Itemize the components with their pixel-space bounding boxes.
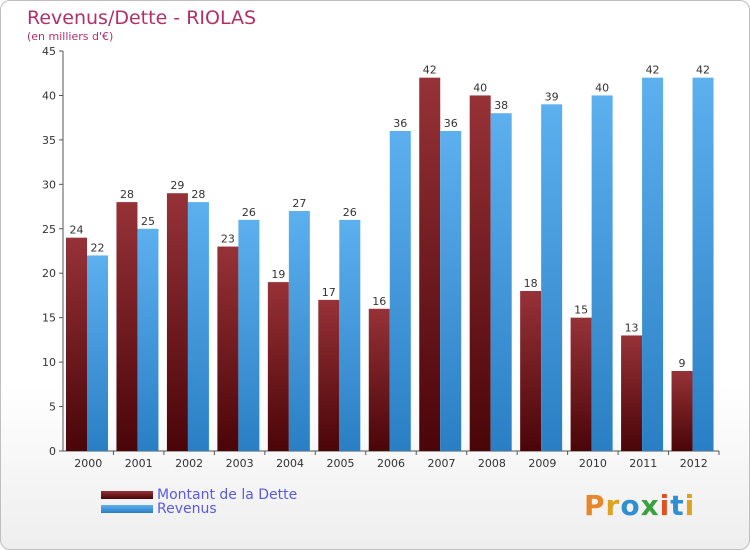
data-label-debt: 16 [372, 295, 386, 308]
chart-title: Revenus/Dette - RIOLAS [27, 7, 257, 29]
data-label-revenus: 40 [595, 81, 609, 94]
x-tick-label: 2007 [427, 457, 455, 470]
x-tick-label: 2009 [528, 457, 556, 470]
y-tick-label: 10 [42, 356, 56, 369]
x-tick-label: 2005 [327, 457, 355, 470]
data-label-revenus: 25 [141, 215, 155, 228]
data-label-revenus: 22 [91, 241, 105, 254]
bar-debt [368, 308, 390, 451]
x-tick-label: 2000 [74, 457, 102, 470]
x-tick-label: 2004 [276, 457, 304, 470]
logo-letter: o [620, 489, 641, 522]
bar-debt [570, 317, 592, 451]
bar-debt [318, 299, 340, 451]
bar-revenus [591, 95, 613, 451]
y-tick-label: 0 [49, 445, 56, 458]
data-label-revenus: 26 [343, 206, 357, 219]
y-tick-label: 30 [42, 178, 56, 191]
bar-revenus [288, 211, 310, 451]
bar-debt [217, 246, 239, 451]
data-label-revenus: 42 [646, 64, 660, 77]
bar-revenus [187, 202, 209, 451]
bar-debt [520, 291, 542, 451]
y-tick-label: 35 [42, 134, 56, 147]
legend-swatch-debt [101, 491, 153, 499]
bar-revenus [692, 77, 714, 452]
bar-revenus [87, 255, 108, 451]
y-tick-label: 45 [42, 45, 56, 58]
x-tick-label: 2011 [629, 457, 657, 470]
data-label-debt: 23 [221, 233, 235, 246]
y-tick-label: 20 [42, 267, 56, 280]
bar-revenus [440, 131, 462, 451]
proxiti-logo: Proxiti [584, 489, 695, 522]
y-tick-label: 40 [42, 89, 56, 102]
data-label-revenus: 38 [494, 99, 508, 112]
logo-letter: P [584, 489, 606, 522]
x-tick-label: 2008 [478, 457, 506, 470]
bar-debt [469, 95, 491, 451]
bar-debt [166, 193, 188, 451]
legend-item-revenus: Revenus [101, 501, 217, 517]
bar-revenus [490, 113, 512, 451]
bar-debt [419, 77, 441, 452]
bar-debt [621, 335, 643, 451]
y-tick-label: 15 [42, 312, 56, 325]
data-label-revenus: 42 [696, 64, 710, 77]
bar-revenus [339, 219, 361, 451]
bar-debt [66, 237, 87, 451]
x-tick-label: 2006 [377, 457, 405, 470]
data-label-debt: 13 [625, 321, 639, 334]
legend-item-debt: Montant de la Dette [101, 487, 297, 503]
logo-letter: t [670, 489, 685, 522]
data-label-debt: 18 [524, 277, 538, 290]
data-label-debt: 40 [473, 81, 487, 94]
data-label-revenus: 36 [444, 117, 458, 130]
data-label-revenus: 36 [393, 117, 407, 130]
data-label-debt: 42 [423, 64, 437, 77]
data-label-debt: 24 [70, 224, 84, 237]
data-label-revenus: 26 [242, 206, 256, 219]
legend-swatch-revenus [101, 505, 153, 513]
x-tick-label: 2003 [226, 457, 254, 470]
data-label-revenus: 28 [191, 188, 205, 201]
data-label-revenus: 39 [545, 90, 559, 103]
data-label-debt: 19 [271, 268, 285, 281]
chart-subtitle: (en milliers d'€) [27, 30, 114, 43]
bars [66, 77, 714, 452]
legend-label-debt: Montant de la Dette [157, 487, 298, 503]
logo-letter: i [659, 489, 671, 522]
data-label-revenus: 27 [292, 197, 306, 210]
bar-debt [671, 371, 693, 451]
bar-revenus [642, 77, 664, 452]
y-tick-label: 25 [42, 223, 56, 236]
logo-letter: x [640, 489, 660, 522]
x-tick-label: 2001 [125, 457, 153, 470]
data-label-debt: 15 [574, 304, 588, 317]
bar-debt [267, 282, 289, 451]
logo-letter: i [684, 489, 696, 522]
bar-revenus [238, 219, 260, 451]
data-label-debt: 29 [170, 179, 184, 192]
bar-debt [116, 202, 138, 451]
data-label-debt: 17 [322, 286, 336, 299]
data-label-debt: 9 [679, 357, 686, 370]
logo-letter: r [605, 489, 621, 522]
bar-revenus [137, 228, 159, 451]
bar-revenus [389, 131, 411, 451]
value-labels: 24 22 28 25 29 28 23 26 19 27 17 26 16 36 42 36 40 38 18 39… [70, 64, 711, 370]
x-tick-label: 2002 [175, 457, 203, 470]
bar-revenus [541, 104, 563, 451]
x-tick-label: 2010 [579, 457, 607, 470]
legend-label-revenus: Revenus [157, 501, 217, 517]
x-tick-label: 2012 [680, 457, 708, 470]
data-label-debt: 28 [120, 188, 134, 201]
y-tick-label: 5 [49, 401, 56, 414]
